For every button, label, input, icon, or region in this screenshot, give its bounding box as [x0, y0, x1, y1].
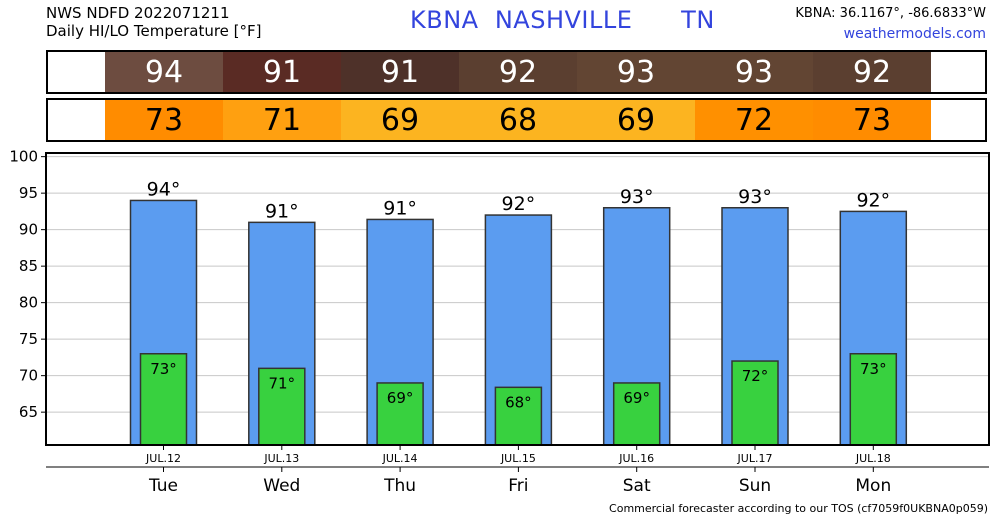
low-temp-bar: [139, 353, 188, 446]
y-tick-label: 80: [19, 294, 38, 312]
low-temp-label: 68°: [505, 393, 532, 411]
high-temp-label: 91°: [383, 197, 417, 219]
low-temp-label: 73°: [860, 360, 887, 378]
day-label: Mon: [855, 476, 891, 496]
date-label: JUL.15: [500, 452, 536, 465]
strip-pad-right: [930, 52, 985, 92]
day-label: Tue: [148, 476, 178, 496]
high-temp-cell: 91: [340, 52, 459, 92]
low-temp-cell: 73: [104, 100, 223, 140]
y-tick-label: 75: [19, 330, 38, 348]
low-temp-label: 69°: [387, 389, 414, 407]
strip-pad-left: [48, 52, 105, 92]
high-temp-cell: 91: [222, 52, 341, 92]
day-label: Fri: [508, 476, 528, 496]
date-label: JUL.17: [737, 452, 773, 465]
station-coords: KBNA: 36.1167°, -86.6833°W: [795, 6, 986, 21]
plot-frame: [45, 152, 990, 446]
high-temp-cell: 94: [104, 52, 223, 92]
product-run: NWS NDFD 2022071211: [46, 4, 230, 22]
y-tick-label: 70: [19, 367, 38, 385]
low-temp-label: 73°: [150, 360, 177, 378]
low-temp-bar: [376, 382, 424, 446]
station-title: KBNA NASHVILLE TN: [410, 6, 715, 34]
high-temp-label: 91°: [265, 200, 299, 222]
footer-note: Commercial forecaster according to our T…: [609, 502, 988, 515]
date-label: JUL.12: [145, 452, 181, 465]
high-temp-label: 92°: [502, 193, 536, 215]
low-temp-bar: [731, 360, 779, 446]
product-header: NWS NDFD 2022071211 Daily HI/LO Temperat…: [46, 4, 262, 40]
date-label: JUL.14: [382, 452, 418, 465]
y-tick-label: 100: [9, 148, 38, 166]
day-label: Sat: [623, 476, 651, 496]
date-label: JUL.13: [263, 452, 299, 465]
site-link[interactable]: weathermodels.com: [843, 26, 986, 42]
strip-pad-left: [48, 100, 105, 140]
high-temp-label: 93°: [620, 186, 654, 208]
product-variable: Daily HI/LO Temperature [°F]: [46, 22, 262, 40]
y-tick-label: 90: [19, 221, 38, 239]
high-temp-cell: 92: [458, 52, 577, 92]
low-temp-label: 71°: [269, 374, 296, 392]
high-temp-cell: 92: [812, 52, 931, 92]
day-label: Thu: [383, 476, 416, 496]
low-temp-cell: 73: [812, 100, 931, 140]
low-temp-bar: [612, 382, 661, 446]
y-tick-label: 65: [19, 403, 38, 421]
high-temp-label: 94°: [147, 178, 181, 200]
strip-pad-right: [930, 100, 985, 140]
high-temp-label: 92°: [856, 189, 890, 211]
date-label: JUL.16: [618, 452, 654, 465]
low-temp-label: 72°: [742, 367, 769, 385]
y-tick-label: 95: [19, 184, 38, 202]
y-tick-label: 85: [19, 257, 38, 275]
high-temp-cell: 93: [576, 52, 695, 92]
low-temp-cell: 69: [340, 100, 459, 140]
low-temp-strip: 73 71 69 68 69 72 73: [46, 98, 987, 142]
day-label: Wed: [263, 476, 300, 496]
high-temp-label: 93°: [738, 186, 772, 208]
date-label: JUL.18: [855, 452, 891, 465]
low-temp-cell: 69: [576, 100, 695, 140]
day-label: Sun: [739, 476, 771, 496]
station-info: KBNA: 36.1167°, -86.6833°W weathermodels…: [795, 4, 986, 44]
high-temp-strip: 94 91 91 92 93 93 92: [46, 50, 987, 94]
low-temp-bar: [849, 353, 898, 446]
low-temp-cell: 71: [222, 100, 341, 140]
high-temp-cell: 93: [694, 52, 813, 92]
low-temp-label: 69°: [623, 389, 650, 407]
low-temp-cell: 72: [694, 100, 813, 140]
low-temp-cell: 68: [458, 100, 577, 140]
